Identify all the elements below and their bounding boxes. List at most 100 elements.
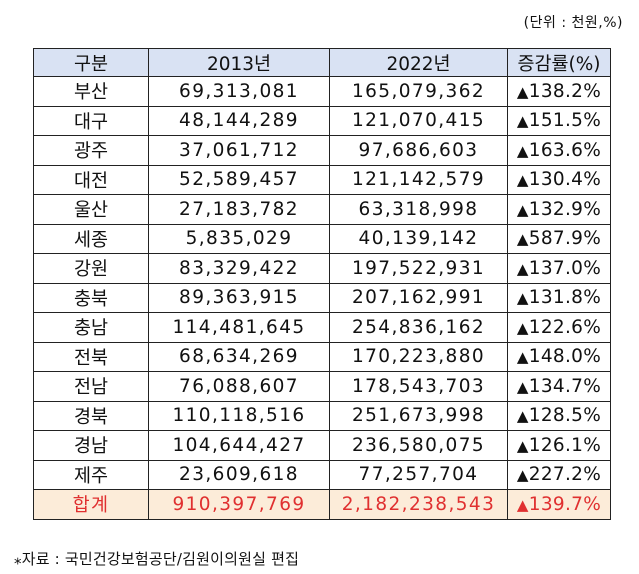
value-2013-cell: 83,329,422 (148, 253, 330, 284)
value-2013-cell: 52,589,457 (148, 164, 330, 195)
up-triangle-icon: ▲ (516, 230, 529, 249)
change-rate-value: 130.4% (528, 169, 602, 191)
value-2013-cell: 5,835,029 (148, 223, 330, 254)
change-rate-value: 587.9% (528, 228, 602, 250)
value-2013-cell: 27,183,782 (148, 194, 330, 225)
change-rate-cell: ▲128.5% (507, 400, 611, 431)
change-rate-value: 163.6% (528, 139, 602, 161)
change-rate-value: 132.9% (528, 198, 602, 220)
region-cell: 세종 (33, 223, 149, 254)
up-triangle-icon: ▲ (516, 289, 529, 308)
table-row: 대구 48,144,289 121,070,415 ▲151.5% (33, 105, 611, 136)
value-2022-cell: 254,836,162 (329, 312, 508, 343)
up-triangle-icon: ▲ (516, 141, 529, 160)
up-triangle-icon: ▲ (516, 407, 529, 426)
value-2022-cell: 165,079,362 (329, 76, 508, 107)
change-rate-value: 227.2% (528, 464, 602, 486)
value-2013-cell: 114,481,645 (148, 312, 330, 343)
unit-note: (단위 : 천원,%) (523, 15, 623, 31)
table-row: 경남 104,644,427 236,580,075 ▲126.1% (33, 430, 611, 461)
value-2022-cell: 170,223,880 (329, 341, 508, 372)
region-cell: 충남 (33, 312, 149, 343)
table-row: 광주 37,061,712 97,686,603 ▲163.6% (33, 135, 611, 166)
header-2013: 2013년 (148, 48, 330, 77)
header-change-rate: 증감률(%) (507, 48, 611, 77)
value-2013-cell: 104,644,427 (148, 430, 330, 461)
region-cell: 경남 (33, 430, 149, 461)
change-rate-value: 138.2% (528, 80, 602, 102)
change-rate-value: 134.7% (528, 375, 602, 397)
header-region: 구분 (33, 48, 149, 77)
change-rate-value: 126.1% (528, 434, 602, 456)
value-2013-cell: 76,088,607 (148, 371, 330, 402)
region-cell: 광주 (33, 135, 149, 166)
change-rate-cell: ▲139.7% (507, 489, 611, 520)
up-triangle-icon: ▲ (516, 466, 529, 485)
table-row: 제주 23,609,618 77,257,704 ▲227.2% (33, 459, 611, 490)
table-row: 울산 27,183,782 63,318,998 ▲132.9% (33, 194, 611, 225)
region-cell: 강원 (33, 253, 149, 284)
change-rate-cell: ▲151.5% (507, 105, 611, 136)
change-rate-cell: ▲148.0% (507, 341, 611, 372)
value-2013-cell: 110,118,516 (148, 400, 330, 431)
change-rate-cell: ▲132.9% (507, 194, 611, 225)
up-triangle-icon: ▲ (516, 377, 529, 396)
value-2013-cell: 48,144,289 (148, 105, 330, 136)
value-2022-cell: 63,318,998 (329, 194, 508, 225)
value-2022-cell: 2,182,238,543 (329, 489, 508, 520)
change-rate-value: 148.0% (528, 346, 602, 368)
total-row: 합계 910,397,769 2,182,238,543 ▲139.7% (33, 489, 611, 520)
table-row: 충북 89,363,915 207,162,991 ▲131.8% (33, 282, 611, 313)
value-2022-cell: 40,139,142 (329, 223, 508, 254)
table-row: 충남 114,481,645 254,836,162 ▲122.6% (33, 312, 611, 343)
source-text: 자료 : 국민건강보험공단/김원이의원실 편집 (21, 550, 300, 568)
change-rate-value: 151.5% (528, 110, 602, 132)
up-triangle-icon: ▲ (516, 82, 529, 101)
change-rate-cell: ▲122.6% (507, 312, 611, 343)
change-rate-value: 128.5% (528, 405, 602, 427)
regional-stats-table: 구분 2013년 2022년 증감률(%) 부산 69,313,081 165,07… (33, 48, 611, 520)
region-cell: 전북 (33, 341, 149, 372)
region-cell: 울산 (33, 194, 149, 225)
table-row: 세종 5,835,029 40,139,142 ▲587.9% (33, 223, 611, 254)
source-note: ⁎자료 : 국민건강보험공단/김원이의원실 편집 (14, 548, 299, 569)
region-cell: 전남 (33, 371, 149, 402)
up-triangle-icon: ▲ (516, 112, 529, 131)
value-2022-cell: 121,070,415 (329, 105, 508, 136)
value-2022-cell: 97,686,603 (329, 135, 508, 166)
table-row: 경북 110,118,516 251,673,998 ▲128.5% (33, 400, 611, 431)
value-2022-cell: 207,162,991 (329, 282, 508, 313)
table-row: 대전 52,589,457 121,142,579 ▲130.4% (33, 164, 611, 195)
region-cell: 부산 (33, 76, 149, 107)
value-2013-cell: 23,609,618 (148, 459, 330, 490)
change-rate-cell: ▲126.1% (507, 430, 611, 461)
value-2013-cell: 68,634,269 (148, 341, 330, 372)
up-triangle-icon: ▲ (516, 171, 529, 190)
header-row: 구분 2013년 2022년 증감률(%) (33, 48, 611, 77)
change-rate-cell: ▲131.8% (507, 282, 611, 313)
up-triangle-icon: ▲ (516, 318, 529, 337)
asterisk-icon: ⁎ (14, 550, 22, 568)
up-triangle-icon: ▲ (516, 436, 529, 455)
up-triangle-icon: ▲ (516, 259, 529, 278)
up-triangle-icon: ▲ (516, 200, 529, 219)
up-triangle-icon: ▲ (516, 348, 529, 367)
table-row: 강원 83,329,422 197,522,931 ▲137.0% (33, 253, 611, 284)
value-2013-cell: 37,061,712 (148, 135, 330, 166)
header-2022: 2022년 (329, 48, 508, 77)
value-2013-cell: 89,363,915 (148, 282, 330, 313)
value-2022-cell: 121,142,579 (329, 164, 508, 195)
region-cell: 합계 (33, 489, 149, 520)
up-triangle-icon: ▲ (516, 495, 529, 514)
table-row: 부산 69,313,081 165,079,362 ▲138.2% (33, 76, 611, 107)
change-rate-value: 131.8% (528, 287, 602, 309)
change-rate-cell: ▲137.0% (507, 253, 611, 284)
change-rate-cell: ▲138.2% (507, 76, 611, 107)
region-cell: 대전 (33, 164, 149, 195)
change-rate-cell: ▲130.4% (507, 164, 611, 195)
value-2013-cell: 910,397,769 (148, 489, 330, 520)
value-2022-cell: 178,543,703 (329, 371, 508, 402)
change-rate-cell: ▲134.7% (507, 371, 611, 402)
change-rate-value: 137.0% (528, 257, 602, 279)
change-rate-cell: ▲587.9% (507, 223, 611, 254)
